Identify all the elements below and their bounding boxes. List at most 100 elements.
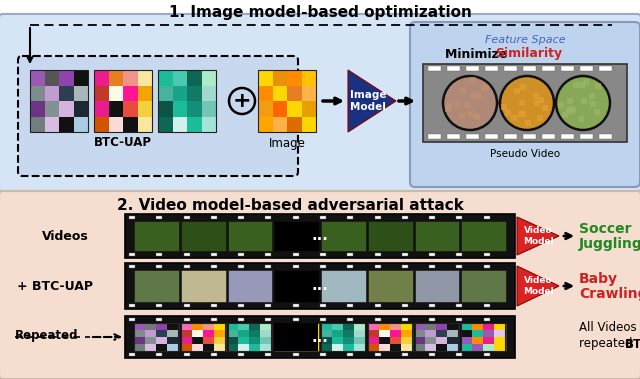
Bar xyxy=(109,116,123,132)
Bar xyxy=(138,70,152,86)
Bar xyxy=(494,330,505,337)
Text: repeated: repeated xyxy=(579,338,636,351)
Bar xyxy=(542,66,555,71)
Bar xyxy=(461,344,472,351)
Bar xyxy=(354,337,365,344)
Bar xyxy=(436,337,447,344)
Bar xyxy=(343,344,354,351)
Bar xyxy=(518,111,524,117)
Bar xyxy=(238,265,244,268)
Bar xyxy=(94,70,152,132)
Bar xyxy=(426,323,436,330)
Bar xyxy=(390,337,401,344)
Bar xyxy=(30,70,88,132)
Bar xyxy=(368,337,379,344)
Bar xyxy=(580,66,593,71)
Bar xyxy=(343,337,354,344)
Bar xyxy=(402,265,408,268)
Bar xyxy=(472,323,483,330)
Bar xyxy=(402,318,408,321)
Polygon shape xyxy=(517,217,559,255)
FancyBboxPatch shape xyxy=(18,56,298,176)
Bar xyxy=(483,330,494,337)
Bar xyxy=(123,101,138,116)
Bar xyxy=(287,70,301,86)
Bar xyxy=(202,70,216,86)
Bar xyxy=(211,253,217,256)
Bar xyxy=(129,265,135,268)
Bar xyxy=(227,221,272,251)
Bar xyxy=(287,86,301,101)
Bar xyxy=(599,134,612,139)
Bar xyxy=(472,330,483,337)
Bar xyxy=(180,323,192,330)
Bar xyxy=(260,337,271,344)
Polygon shape xyxy=(517,266,559,306)
Text: Juggling: Juggling xyxy=(579,237,640,251)
Bar xyxy=(368,323,379,330)
Bar xyxy=(30,101,45,116)
Bar xyxy=(343,323,354,330)
Bar xyxy=(320,318,326,321)
Bar xyxy=(134,337,145,344)
Bar xyxy=(260,330,271,337)
Text: ...: ... xyxy=(312,229,328,243)
Bar xyxy=(343,330,354,337)
Bar xyxy=(456,216,463,219)
Bar xyxy=(436,330,447,337)
Bar xyxy=(368,221,413,251)
Bar xyxy=(402,353,408,356)
Bar xyxy=(250,344,260,351)
Bar xyxy=(523,134,536,139)
Bar xyxy=(238,216,244,219)
Bar xyxy=(426,344,436,351)
Bar xyxy=(125,263,515,309)
Bar xyxy=(167,323,178,330)
Bar xyxy=(483,323,494,330)
Bar xyxy=(287,116,301,132)
Bar xyxy=(59,86,74,101)
Bar xyxy=(472,337,483,344)
Bar xyxy=(428,134,441,139)
Bar xyxy=(109,101,123,116)
Circle shape xyxy=(500,76,554,130)
Bar xyxy=(589,93,595,99)
Bar xyxy=(250,330,260,337)
Bar xyxy=(156,337,167,344)
Bar xyxy=(30,116,45,132)
Bar xyxy=(429,265,435,268)
Bar xyxy=(429,253,435,256)
Bar xyxy=(301,70,316,86)
Bar xyxy=(273,101,287,116)
Bar xyxy=(134,323,179,351)
Bar xyxy=(447,344,458,351)
Bar xyxy=(192,344,203,351)
Bar xyxy=(429,318,435,321)
Bar xyxy=(429,304,435,307)
Bar xyxy=(415,221,460,251)
Bar xyxy=(30,70,45,86)
Bar xyxy=(456,318,463,321)
Bar xyxy=(275,270,319,302)
Bar xyxy=(180,344,192,351)
Bar xyxy=(287,101,301,116)
Bar xyxy=(239,344,250,351)
Bar xyxy=(368,344,379,351)
Bar xyxy=(580,134,593,139)
Bar xyxy=(134,323,145,330)
Text: Video
Model: Video Model xyxy=(523,276,554,296)
Bar xyxy=(581,98,587,104)
Bar xyxy=(258,70,273,86)
Bar xyxy=(158,86,173,101)
Bar xyxy=(390,330,401,337)
Bar xyxy=(156,353,163,356)
Bar xyxy=(156,330,167,337)
Bar xyxy=(123,70,138,86)
Bar xyxy=(483,337,494,344)
Bar xyxy=(321,323,365,351)
Text: Minimize: Minimize xyxy=(445,47,512,61)
Bar xyxy=(156,318,163,321)
Bar xyxy=(301,116,316,132)
Bar xyxy=(180,270,225,302)
Bar xyxy=(354,344,365,351)
